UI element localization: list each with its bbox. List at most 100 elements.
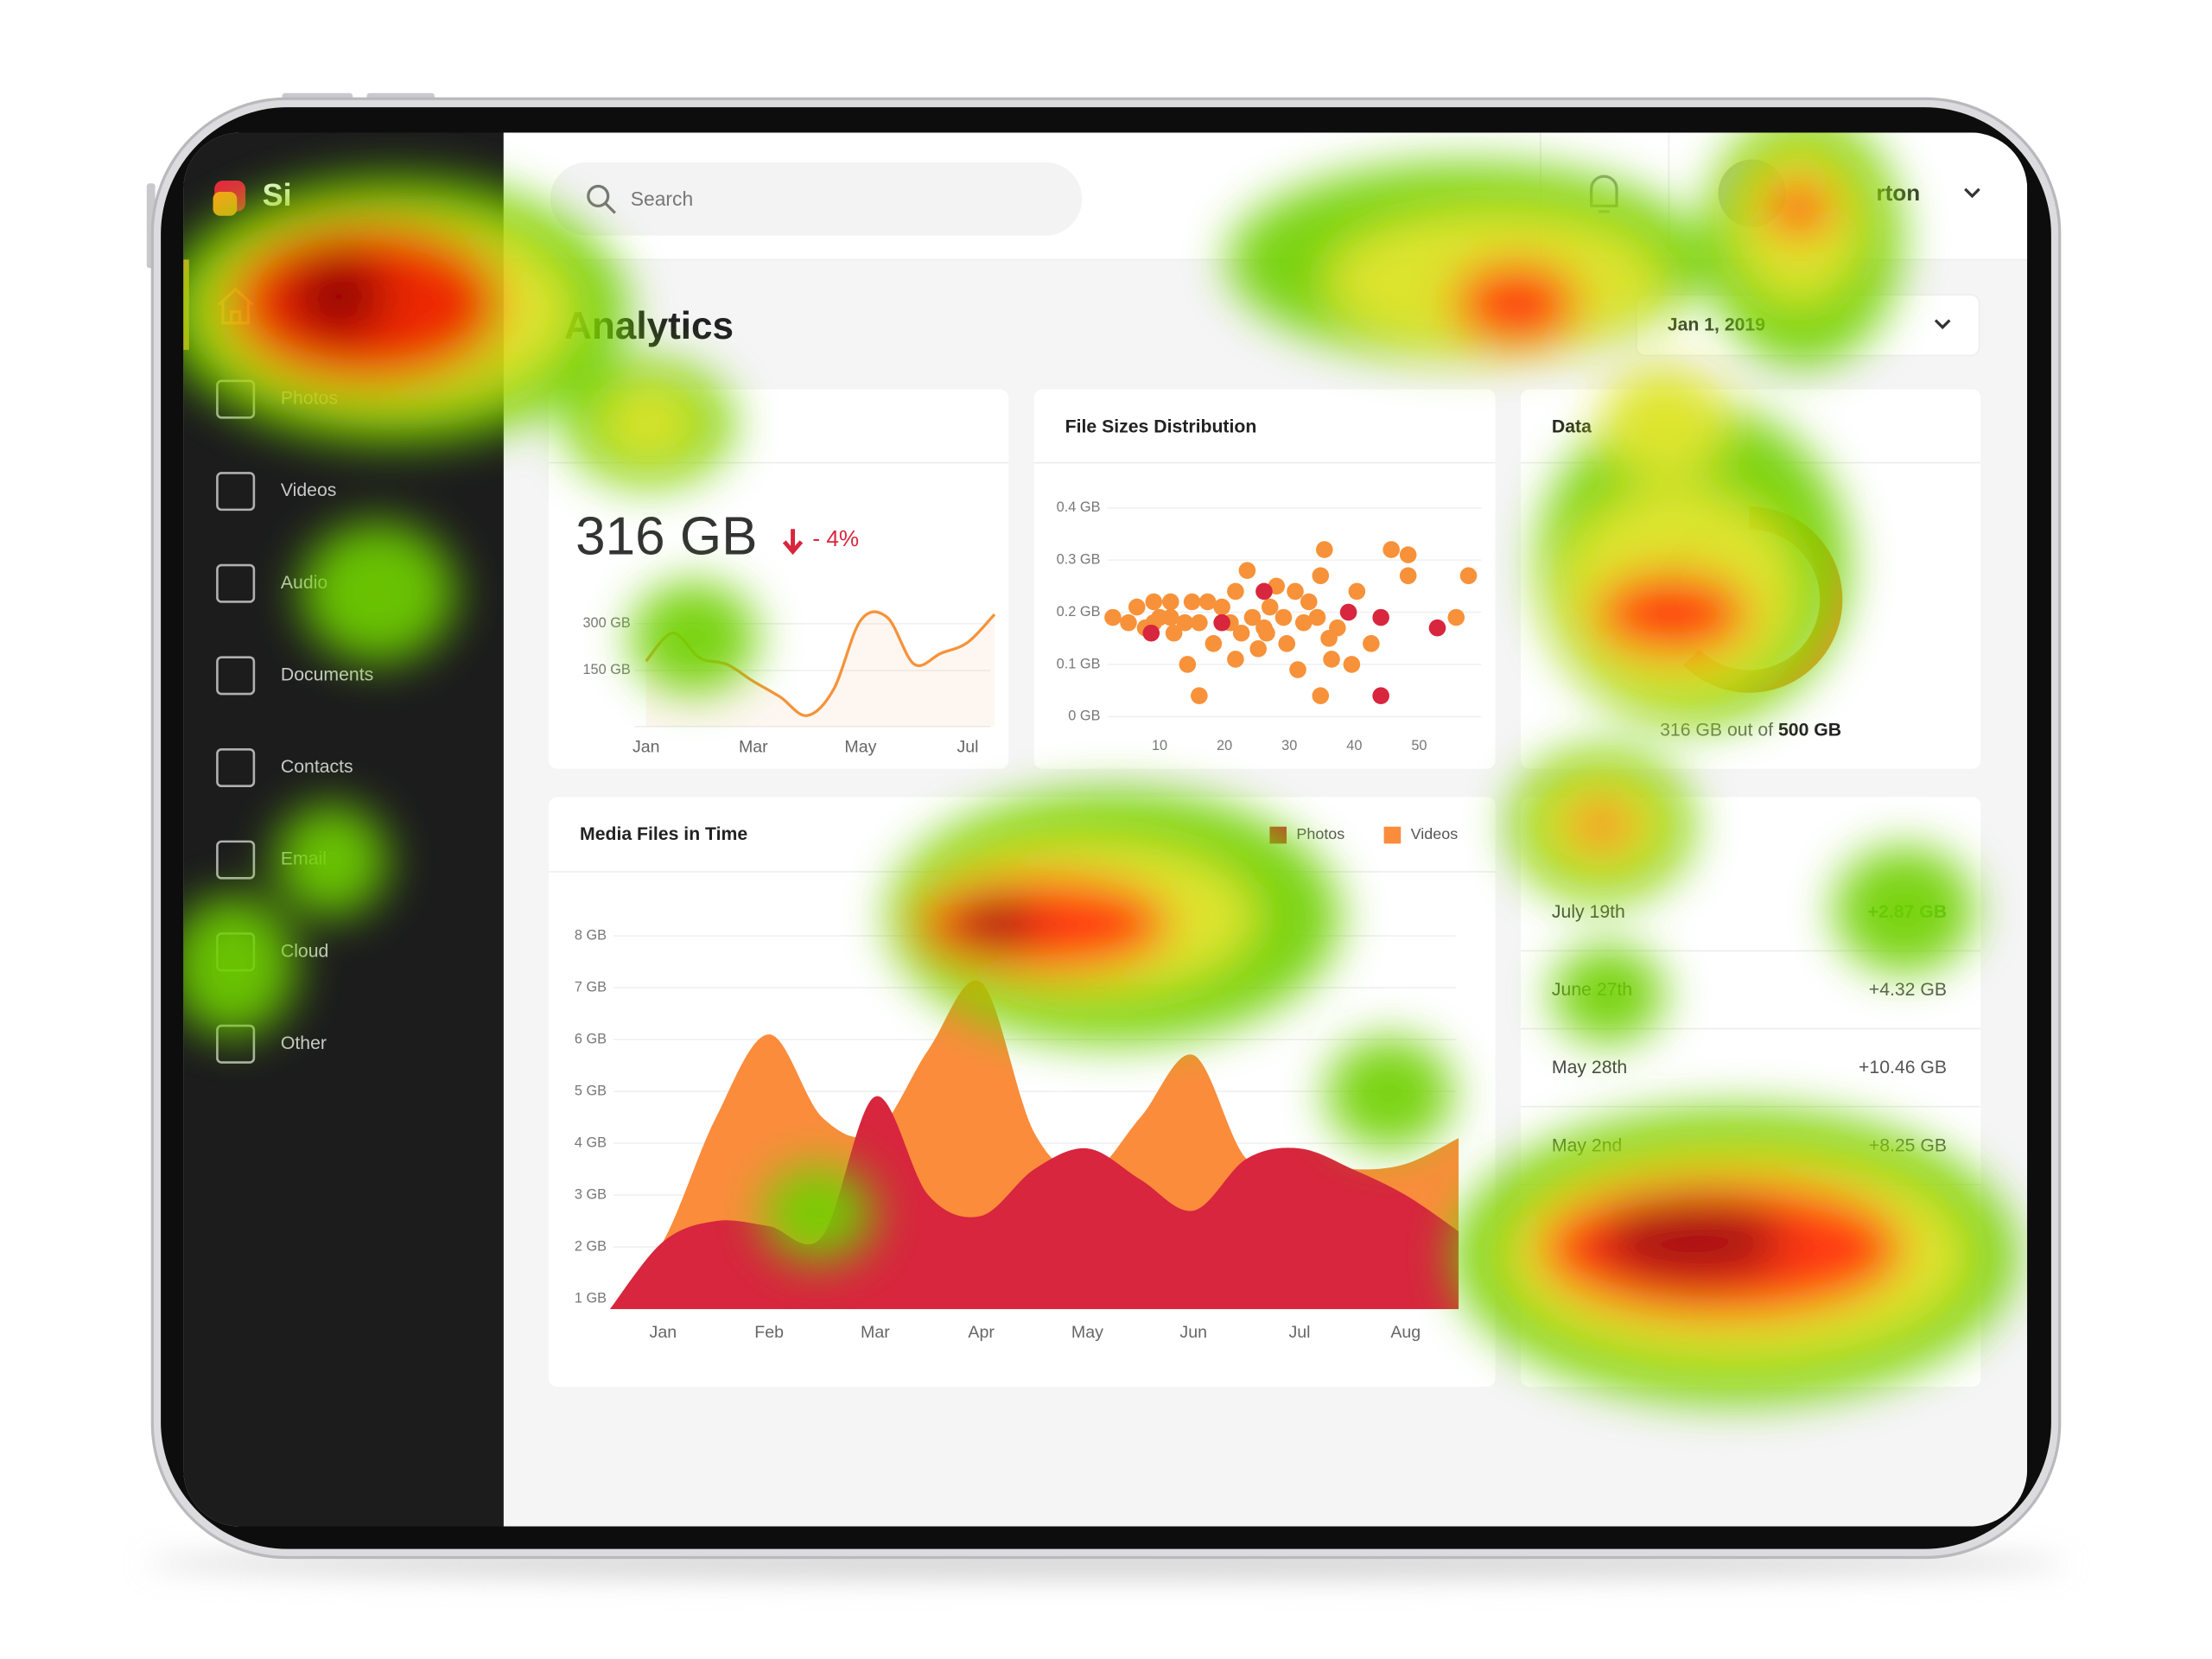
x-tick-label: 40 <box>1346 738 1362 753</box>
storage-text: out of <box>1727 720 1773 740</box>
scatter-point <box>1227 651 1244 668</box>
scatter-point <box>1348 582 1366 601</box>
heat-spot <box>1834 846 1975 974</box>
heat-spot <box>1763 180 1834 238</box>
heat-spot <box>1452 261 1580 346</box>
y-tick-label: 0.3 GB <box>1057 551 1101 567</box>
scatter-point <box>1179 656 1197 673</box>
scatter-point <box>1261 598 1279 616</box>
heat-spot <box>599 387 699 459</box>
heat-spot <box>289 253 388 339</box>
y-tick-label: 8 GB <box>575 927 607 943</box>
nav-icon <box>216 747 256 788</box>
scatter-point <box>1339 603 1357 621</box>
scatter-point <box>1183 593 1201 611</box>
stat-value: 316 GB <box>575 507 757 567</box>
scatter-point <box>1145 593 1163 611</box>
card-title: Data <box>1552 416 1592 436</box>
search-icon <box>604 201 616 214</box>
x-tick-label: 50 <box>1411 738 1427 753</box>
scatter-point <box>1258 624 1275 642</box>
y-tick-label: 7 GB <box>575 979 607 995</box>
scatter-point <box>1243 608 1262 626</box>
scatter-point <box>1399 546 1417 563</box>
scatter-point <box>1447 608 1465 626</box>
down-arrow <box>782 529 804 556</box>
y-tick-label: 0.4 GB <box>1057 499 1101 515</box>
nav-label[interactable]: Videos <box>281 480 337 500</box>
scatter-point <box>1300 593 1318 611</box>
heat-spot <box>1551 944 1665 1045</box>
x-tick-label: Mar <box>861 1323 890 1342</box>
y-tick-label: 0.2 GB <box>1057 604 1101 620</box>
scatter-point <box>1213 613 1230 632</box>
scatter-point <box>1323 651 1340 668</box>
logo-mark <box>213 192 238 216</box>
scatter-point <box>1238 562 1256 580</box>
scatter-point <box>1399 567 1417 585</box>
search-box[interactable] <box>550 162 1083 236</box>
nav-icon <box>216 656 256 696</box>
x-tick-label: 30 <box>1281 738 1297 753</box>
search-icon <box>587 184 610 207</box>
row-size: +10.46 GB <box>1859 1058 1947 1077</box>
heat-spot <box>300 522 456 664</box>
scatter-point <box>1287 582 1304 601</box>
chevron <box>1964 188 1980 199</box>
heat-spot <box>1593 571 1750 657</box>
nav-icon <box>216 472 256 512</box>
scatter-point <box>1312 567 1330 585</box>
card-title: File Sizes Distribution <box>1065 416 1257 436</box>
x-tick-label: Jul <box>957 737 978 756</box>
scatter-point <box>1294 613 1313 632</box>
legend-swatch <box>1383 826 1402 844</box>
scatter-point <box>1382 541 1400 558</box>
scatter-point <box>1232 624 1250 642</box>
y-tick-label: 4 GB <box>575 1135 607 1150</box>
scatter-point <box>1120 613 1137 632</box>
scatter-point <box>1191 687 1208 705</box>
scatter-point <box>1255 582 1273 601</box>
heat-spot <box>761 1163 875 1263</box>
heat-spot <box>952 895 1037 953</box>
x-tick-label: Mar <box>739 737 768 756</box>
nav-label[interactable]: Contacts <box>281 757 353 777</box>
x-tick-label: Jan <box>650 1323 677 1342</box>
scatter-point <box>1308 608 1326 626</box>
scatter-point <box>1343 656 1361 673</box>
scatter-point <box>1191 613 1208 632</box>
scatter-point <box>1165 624 1183 642</box>
scatter-point <box>1162 593 1179 611</box>
x-tick-label: May <box>844 737 876 756</box>
scatter-point <box>1227 582 1244 601</box>
search-placeholder: Search <box>631 188 693 210</box>
line-area-fill <box>645 612 995 727</box>
scatter-point <box>1142 624 1160 642</box>
scatter-point <box>1205 635 1223 652</box>
heat-spot <box>630 581 758 695</box>
nav-label[interactable]: Other <box>281 1033 327 1053</box>
y-tick-label: 1 GB <box>575 1290 607 1306</box>
y-tick-label: 3 GB <box>575 1186 607 1202</box>
y-tick-label: 2 GB <box>575 1238 607 1254</box>
card-title: Media Files in Time <box>580 824 747 844</box>
card <box>1033 389 1496 769</box>
y-tick-label: 0.1 GB <box>1057 656 1101 671</box>
y-tick-label: 5 GB <box>575 1083 607 1098</box>
scatter-point <box>1198 593 1217 611</box>
heatmap-overlay <box>183 132 2018 1404</box>
nav-icon <box>216 840 256 880</box>
legend-label: Videos <box>1411 825 1459 842</box>
scatter-point <box>1249 640 1267 658</box>
x-tick-label: Feb <box>754 1323 784 1342</box>
heat-spot <box>1570 805 1632 845</box>
nav-label[interactable]: Documents <box>281 664 373 684</box>
y-tick-label: 300 GB <box>582 615 630 631</box>
nav-icon <box>216 563 256 603</box>
legend-label: Photos <box>1296 825 1344 842</box>
storage-total: 500 GB <box>1778 720 1841 740</box>
x-tick-label: Jul <box>1288 1323 1310 1342</box>
y-tick-label: 0 GB <box>1068 709 1100 724</box>
